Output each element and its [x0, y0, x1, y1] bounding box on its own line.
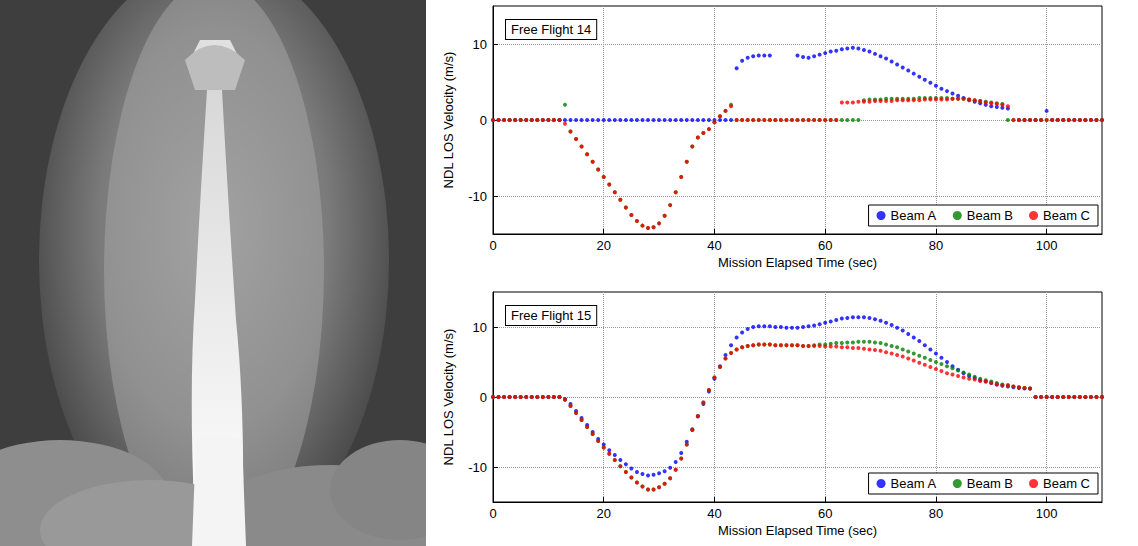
svg-text:20: 20 [596, 506, 610, 521]
svg-text:Free Flight 15: Free Flight 15 [511, 308, 591, 323]
svg-text:Beam B: Beam B [967, 476, 1013, 491]
svg-text:60: 60 [818, 238, 832, 253]
svg-text:Beam C: Beam C [1043, 208, 1090, 223]
svg-text:80: 80 [929, 506, 943, 521]
svg-text:80: 80 [929, 238, 943, 253]
svg-text:Free Flight 14: Free Flight 14 [511, 22, 591, 37]
svg-text:20: 20 [596, 238, 610, 253]
svg-text:Mission Elapsed Time (sec): Mission Elapsed Time (sec) [718, 523, 877, 538]
svg-text:Beam A: Beam A [891, 208, 937, 223]
svg-text:0: 0 [489, 506, 496, 521]
svg-text:0: 0 [489, 238, 496, 253]
svg-text:0: 0 [480, 390, 487, 405]
svg-text:10: 10 [473, 37, 487, 52]
svg-text:10: 10 [473, 320, 487, 335]
svg-text:-10: -10 [468, 460, 487, 475]
svg-text:40: 40 [707, 506, 721, 521]
svg-text:Mission Elapsed Time (sec): Mission Elapsed Time (sec) [718, 255, 877, 270]
svg-text:40: 40 [707, 238, 721, 253]
svg-text:Beam B: Beam B [967, 208, 1013, 223]
svg-text:100: 100 [1036, 506, 1058, 521]
svg-text:0: 0 [480, 113, 487, 128]
svg-text:60: 60 [818, 506, 832, 521]
svg-text:Beam A: Beam A [891, 476, 937, 491]
svg-text:-10: -10 [468, 189, 487, 204]
svg-text:100: 100 [1036, 238, 1058, 253]
svg-text:NDL LOS Velocity (m/s): NDL LOS Velocity (m/s) [441, 329, 456, 466]
svg-text:Beam C: Beam C [1043, 476, 1090, 491]
svg-text:NDL LOS Velocity (m/s): NDL LOS Velocity (m/s) [441, 52, 456, 189]
